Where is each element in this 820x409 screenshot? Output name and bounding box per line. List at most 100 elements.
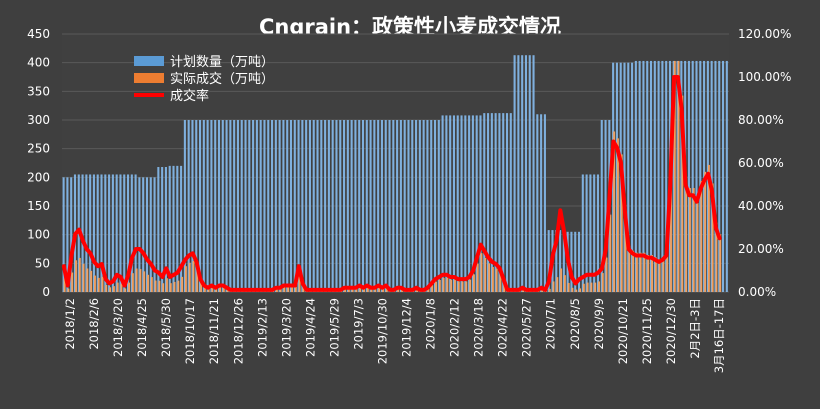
planned-bar <box>612 62 615 292</box>
actual-bar <box>685 176 688 292</box>
planned-bar <box>665 60 668 293</box>
planned-bar <box>70 177 73 292</box>
planned-bar <box>229 120 232 292</box>
planned-bar <box>153 177 156 292</box>
planned-bar <box>81 174 84 292</box>
actual-bar <box>67 288 70 292</box>
actual-bar <box>457 281 460 292</box>
legend-swatch <box>134 73 164 83</box>
actual-bar <box>71 272 74 292</box>
planned-bar <box>615 62 618 292</box>
planned-bar <box>388 120 391 292</box>
x-tick-label: 2020/9/9 <box>592 298 606 350</box>
planned-bar <box>240 120 243 292</box>
planned-bar <box>547 230 550 292</box>
planned-bar <box>126 174 130 292</box>
planned-bar <box>479 115 482 292</box>
planned-bar <box>191 120 194 292</box>
actual-bar <box>666 252 669 292</box>
actual-bar <box>222 286 225 292</box>
actual-bar <box>651 255 654 292</box>
planned-bar <box>411 120 414 292</box>
planned-bar <box>312 120 315 292</box>
planned-bar <box>456 115 459 292</box>
actual-bar <box>617 138 619 292</box>
actual-bar <box>567 282 570 292</box>
planned-bar <box>297 120 300 292</box>
planned-bar <box>418 120 421 292</box>
planned-bar <box>85 174 88 292</box>
actual-bar <box>90 270 93 292</box>
actual-bar <box>601 273 604 292</box>
x-tick-label: 2020/7/1 <box>544 298 558 350</box>
actual-bar <box>359 286 362 292</box>
planned-bar <box>449 115 452 292</box>
actual-bar <box>635 252 638 292</box>
planned-bar <box>236 120 239 292</box>
actual-bar <box>582 283 585 292</box>
planned-bar <box>562 231 565 292</box>
planned-bar <box>115 174 118 292</box>
y-left-tick-label: 50 <box>35 256 50 270</box>
planned-bar <box>661 60 664 293</box>
actual-bar <box>370 288 373 292</box>
planned-bar <box>585 174 588 292</box>
x-tick-label: 2020/11/25 <box>640 298 654 364</box>
planned-bar <box>574 231 577 292</box>
y-left-tick-label: 400 <box>27 56 50 70</box>
actual-bar <box>82 263 85 292</box>
planned-bar <box>699 60 702 293</box>
actual-bar <box>704 171 707 292</box>
planned-bar <box>577 231 581 292</box>
planned-bar <box>505 113 509 293</box>
actual-bar <box>719 234 722 292</box>
actual-bar <box>711 183 714 292</box>
actual-bar <box>147 274 149 292</box>
actual-bar <box>287 286 290 292</box>
planned-bar <box>528 55 531 293</box>
actual-bar <box>366 286 369 292</box>
planned-bar <box>649 60 653 293</box>
x-tick-label: 3月16日-17日 <box>712 298 726 373</box>
actual-bar <box>355 288 358 292</box>
actual-bar <box>662 257 665 292</box>
planned-bar <box>62 177 65 292</box>
planned-bar <box>210 120 213 292</box>
actual-bar <box>469 279 472 292</box>
planned-bar <box>225 120 228 292</box>
actual-bar <box>575 289 578 292</box>
actual-bar <box>294 286 297 292</box>
planned-bar <box>657 60 660 293</box>
planned-bar <box>274 120 277 292</box>
actual-bar <box>162 283 165 292</box>
x-tick-label: 2020/10/21 <box>616 298 630 364</box>
actual-bar <box>488 263 491 292</box>
x-tick-label: 2月2日-3日 <box>688 298 702 359</box>
actual-bar <box>154 280 157 292</box>
planned-bar <box>233 120 236 292</box>
y-right-tick-label: 80.00% <box>738 113 784 127</box>
actual-bar <box>397 288 400 292</box>
planned-bar <box>710 60 713 293</box>
actual-bar <box>101 276 104 292</box>
planned-bar <box>66 177 69 292</box>
actual-bar <box>632 250 635 292</box>
actual-bar <box>86 268 89 292</box>
actual-bar <box>548 288 551 292</box>
actual-bar <box>192 261 195 292</box>
actual-bar <box>491 266 494 292</box>
planned-bar <box>145 177 149 292</box>
planned-bar <box>695 60 698 293</box>
planned-bar <box>471 115 474 292</box>
actual-bar <box>378 286 381 292</box>
planned-bar <box>403 120 406 292</box>
planned-bar <box>502 113 505 293</box>
planned-bar <box>430 120 433 292</box>
planned-bar <box>335 120 338 292</box>
planned-bar <box>172 165 175 292</box>
actual-bar <box>105 284 108 292</box>
actual-bar <box>609 214 612 292</box>
planned-bar <box>316 120 319 292</box>
planned-bar <box>460 115 463 292</box>
planned-bar <box>593 174 596 292</box>
